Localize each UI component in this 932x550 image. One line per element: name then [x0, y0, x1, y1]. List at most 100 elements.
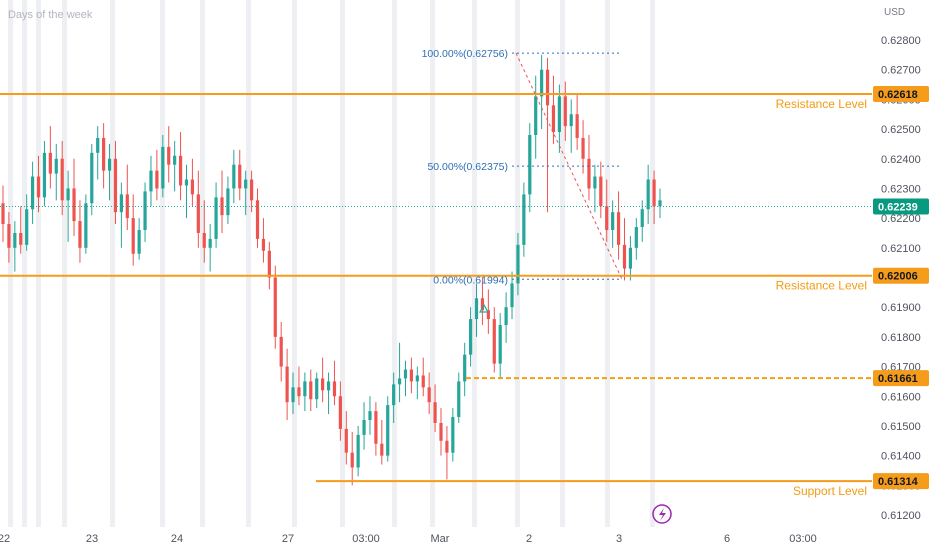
candle-body	[605, 206, 609, 230]
candle-body	[563, 96, 567, 127]
candle-body	[534, 96, 538, 135]
candle-body	[167, 146, 171, 165]
session-band	[392, 0, 397, 527]
session-band	[430, 0, 435, 527]
candle-body	[84, 203, 88, 248]
lightning-icon	[652, 504, 672, 524]
candle-body	[214, 197, 218, 239]
candle-body	[315, 378, 319, 400]
candle-body	[208, 238, 212, 248]
last-price-text: 0.62239	[878, 202, 918, 214]
candle-body	[238, 164, 242, 189]
x-tick-label: 23	[86, 533, 98, 545]
candle-body	[285, 366, 289, 403]
y-tick-label: 0.61800	[881, 332, 921, 344]
candle-body	[78, 221, 82, 248]
candle-body	[540, 69, 544, 97]
candle-body	[652, 179, 656, 207]
y-tick-label: 0.61500	[881, 421, 921, 433]
candle-body	[25, 209, 29, 245]
candle-body	[593, 176, 597, 189]
candle-body	[480, 298, 485, 311]
price-badge-text: 0.62006	[878, 271, 918, 283]
session-band	[605, 0, 610, 527]
candle-body	[60, 158, 64, 201]
candle-body	[492, 319, 496, 364]
session-band	[246, 0, 251, 527]
candle-body	[131, 218, 135, 254]
candle-body	[463, 354, 467, 382]
x-tick-label: 6	[724, 533, 730, 545]
candle-body	[42, 152, 47, 198]
candle-body	[486, 310, 490, 320]
candle-body	[48, 152, 52, 174]
y-tick-label: 0.62500	[881, 124, 921, 136]
candle-body	[326, 381, 331, 391]
x-tick-label: 03:00	[352, 533, 380, 545]
x-tick-label: 24	[171, 533, 183, 545]
price-badge	[873, 267, 929, 284]
signal-triangle-icon	[478, 303, 490, 313]
candle-body	[30, 176, 35, 210]
price-badge-text: 0.62618	[878, 89, 918, 101]
level-label: Resistance Level	[776, 279, 867, 293]
session-band	[340, 0, 345, 527]
candle-body	[510, 283, 514, 308]
candle-body	[54, 158, 58, 174]
candle-body	[161, 146, 165, 189]
candle-body	[1, 203, 5, 225]
candle-body	[397, 378, 402, 385]
candle-body	[427, 387, 431, 403]
candle-body	[149, 170, 153, 192]
x-tick-label: 2	[526, 533, 532, 545]
session-band	[650, 0, 655, 527]
candle-body	[374, 411, 378, 444]
session-band	[200, 0, 205, 527]
fib-label: 0.00%(0.61994)	[433, 274, 508, 286]
x-tick-label: 27	[282, 533, 294, 545]
candle-body	[551, 105, 556, 133]
candle-body	[119, 194, 123, 213]
fib-label: 100.00%(0.62756)	[422, 48, 508, 60]
candle-body	[291, 387, 295, 403]
candle-body	[338, 396, 342, 429]
candle-body	[368, 411, 372, 420]
candle-body	[474, 298, 479, 320]
session-band	[8, 0, 13, 527]
x-tick-label: 3	[616, 533, 622, 545]
session-band	[472, 0, 477, 527]
candle-body	[297, 387, 301, 397]
candle-body	[439, 422, 443, 441]
candle-body	[321, 378, 325, 391]
candle-body	[13, 232, 17, 248]
candle-body	[599, 176, 603, 207]
y-tick-label: 0.62200	[881, 213, 921, 225]
candle-body	[226, 188, 230, 216]
candle-body	[445, 440, 449, 453]
candle-body	[451, 417, 455, 453]
candle-body	[90, 152, 94, 204]
x-tick-label: 22	[0, 533, 10, 545]
y-tick-label: 0.62300	[881, 183, 921, 195]
candle-body	[545, 69, 550, 106]
candle-body	[125, 194, 129, 219]
candle-body	[380, 443, 384, 456]
candle-body	[102, 137, 106, 171]
session-band	[22, 0, 27, 527]
candle-body	[634, 227, 638, 248]
price-badge	[873, 86, 929, 103]
candle-body	[575, 114, 579, 138]
candle-body	[261, 238, 266, 251]
candle-body	[386, 405, 390, 456]
candle-body	[309, 381, 313, 400]
y-tick-label: 0.62100	[881, 243, 921, 255]
candle-body	[107, 158, 112, 171]
candle-body	[587, 158, 591, 189]
session-band	[560, 0, 565, 527]
session-band	[110, 0, 115, 527]
candle-body	[178, 155, 183, 186]
candle-body	[392, 384, 396, 406]
candle-body	[255, 200, 260, 239]
candle-body	[36, 176, 41, 198]
